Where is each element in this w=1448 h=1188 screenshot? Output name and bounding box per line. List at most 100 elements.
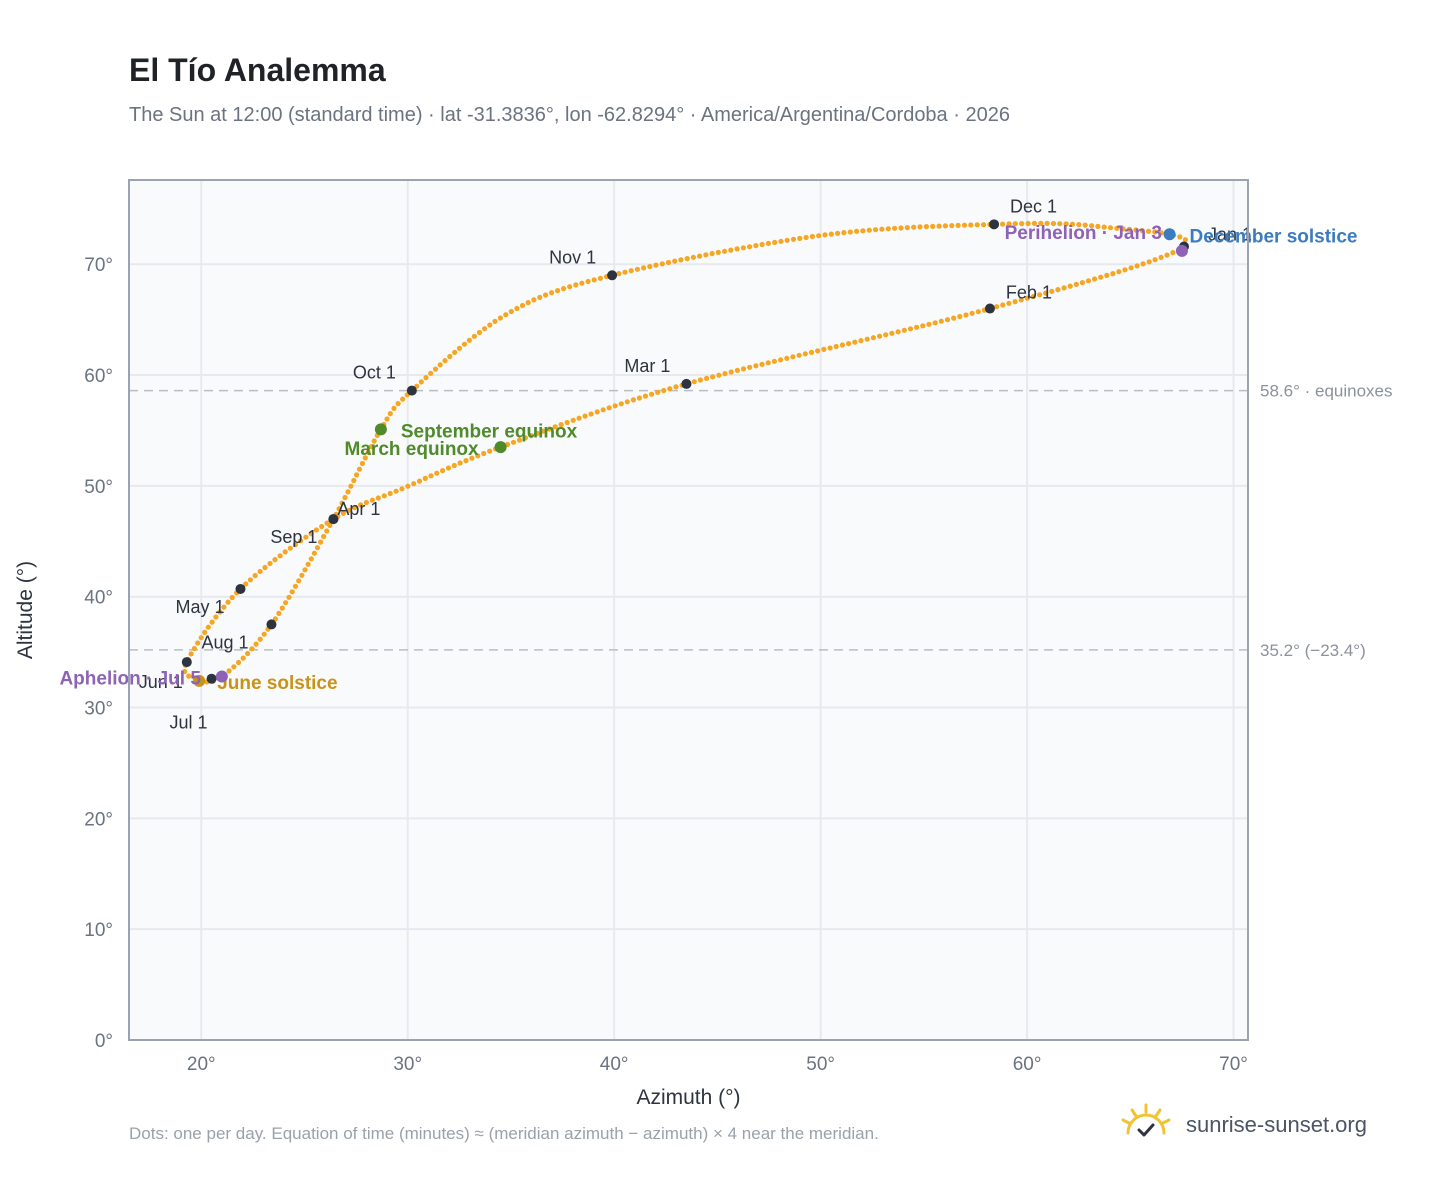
month-marker-label: Jul 1	[170, 713, 208, 733]
daily-sun-dot	[457, 460, 463, 466]
daily-sun-dot	[740, 366, 747, 372]
daily-sun-dot	[917, 224, 923, 230]
daily-sun-dot	[451, 462, 457, 469]
daily-sun-dot	[249, 646, 255, 652]
daily-sun-dot	[321, 533, 327, 540]
daily-sun-dot	[540, 428, 546, 434]
daily-sun-dot	[665, 259, 672, 266]
y-tick-label: 20°	[84, 809, 113, 830]
daily-sun-dot	[348, 483, 354, 489]
daily-sun-dot	[1000, 302, 1006, 308]
daily-sun-dot	[1085, 278, 1092, 284]
daily-sun-dot	[528, 433, 535, 439]
daily-sun-dot	[236, 659, 242, 666]
daily-sun-dot	[272, 616, 278, 622]
daily-sun-dot	[1043, 290, 1049, 296]
daily-sun-dot	[784, 237, 790, 243]
daily-sun-dot	[866, 227, 872, 233]
daily-sun-dot	[345, 489, 351, 495]
daily-sun-dot	[612, 403, 618, 409]
daily-sun-dot	[1018, 297, 1024, 303]
daily-sun-dot	[600, 407, 606, 413]
daily-sun-dot	[440, 468, 446, 474]
daily-sun-dot	[1050, 220, 1057, 227]
daily-sun-dot	[487, 322, 493, 328]
daily-sun-dot	[684, 256, 690, 262]
daily-sun-dot	[659, 261, 665, 267]
daily-sun-dot	[920, 323, 926, 329]
daily-sun-dot	[447, 353, 453, 360]
daily-sun-dot	[368, 444, 374, 450]
daily-sun-dot	[796, 352, 802, 358]
daily-sun-dot	[514, 305, 520, 312]
daily-sun-dot	[356, 466, 363, 472]
daily-sun-dot	[895, 329, 901, 335]
daily-sun-dot	[803, 234, 809, 241]
daily-sun-dot	[816, 233, 822, 239]
daily-sun-dot	[561, 286, 567, 292]
event-label: Aphelion · Jul 5	[59, 668, 201, 689]
daily-sun-dot	[784, 355, 790, 361]
y-tick-label: 60°	[84, 366, 113, 387]
month-marker	[989, 219, 1000, 230]
month-marker-label: Oct 1	[353, 363, 396, 383]
daily-sun-dot	[552, 424, 558, 430]
daily-sun-dot	[765, 240, 772, 246]
y-tick-label: 40°	[84, 588, 113, 609]
daily-sun-dot	[1000, 221, 1006, 227]
daily-sun-dot	[292, 583, 299, 589]
daily-sun-dot	[753, 363, 759, 369]
daily-sun-dot	[1019, 221, 1025, 227]
daily-sun-dot	[709, 251, 715, 257]
daily-sun-dot	[618, 401, 624, 407]
daily-sun-dot	[358, 502, 364, 508]
daily-sun-dot	[969, 310, 975, 316]
daily-sun-dot	[346, 507, 352, 513]
daily-sun-dot	[1098, 274, 1104, 280]
daily-sun-dot	[272, 557, 278, 563]
daily-sun-dot	[821, 346, 827, 352]
daily-sun-dot	[1073, 281, 1079, 287]
daily-sun-dot	[411, 481, 417, 487]
daily-sun-dot	[691, 379, 697, 385]
daily-sun-dot	[422, 475, 428, 481]
daily-sun-dot	[1006, 221, 1012, 227]
daily-sun-dot	[710, 374, 716, 380]
brand-logo[interactable]: sunrise-sunset.org	[1118, 1100, 1367, 1150]
reference-line-label: 58.6° · equinoxes	[1260, 382, 1393, 401]
daily-sun-dot	[822, 232, 828, 238]
daily-sun-dot	[636, 395, 643, 401]
daily-sun-dot	[287, 545, 293, 551]
daily-sun-dot	[734, 246, 740, 252]
daily-sun-dot	[634, 266, 641, 272]
daily-sun-dot	[942, 223, 949, 229]
daily-sun-dot	[1089, 223, 1095, 229]
daily-sun-dot	[778, 357, 784, 363]
daily-sun-dot	[282, 549, 288, 555]
daily-sun-dot	[384, 416, 390, 422]
daily-sun-dot	[728, 369, 734, 375]
daily-sun-dot	[405, 483, 411, 489]
daily-sun-dot	[923, 224, 930, 230]
event-marker	[1163, 228, 1176, 241]
y-tick-label: 10°	[84, 920, 113, 941]
daily-sun-dot	[313, 527, 319, 533]
brand-name: sunrise-sunset.org	[1186, 1112, 1367, 1137]
daily-sun-dot	[949, 223, 955, 229]
daily-sun-dot	[1024, 295, 1030, 301]
daily-sun-dot	[690, 254, 697, 260]
daily-sun-dot	[808, 349, 815, 355]
daily-sun-dot	[697, 253, 703, 259]
daily-sun-dot	[594, 409, 600, 415]
month-marker	[406, 385, 417, 396]
daily-sun-dot	[534, 430, 540, 436]
daily-sun-dot	[772, 239, 778, 245]
daily-sun-dot	[276, 610, 282, 617]
daily-sun-dot	[828, 231, 834, 237]
event-marker	[215, 670, 228, 683]
daily-sun-dot	[1025, 220, 1031, 227]
daily-sun-dot	[319, 523, 325, 530]
daily-sun-dot	[567, 284, 573, 290]
daily-sun-dot	[846, 341, 852, 347]
daily-sun-dot	[487, 448, 493, 454]
